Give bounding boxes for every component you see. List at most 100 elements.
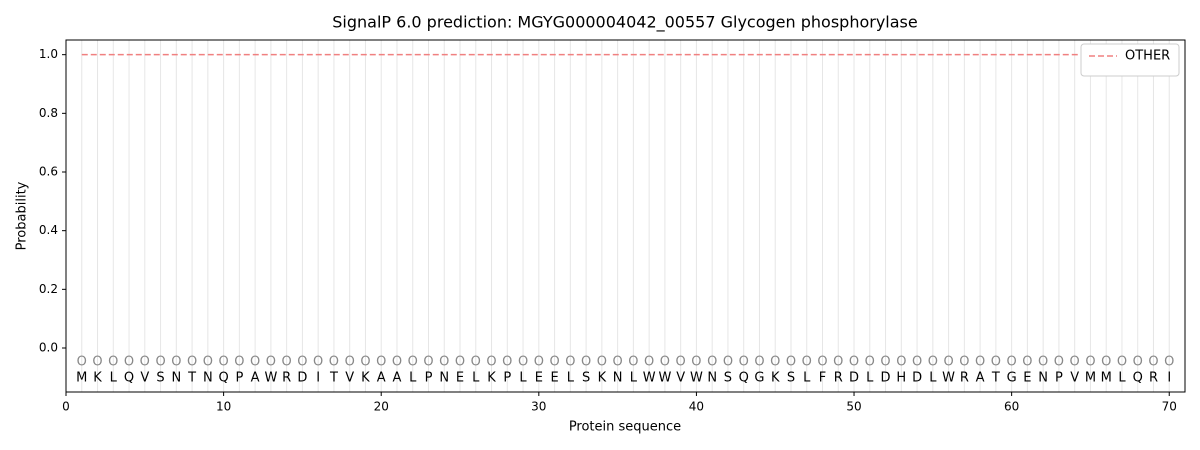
residue-label: S: [724, 371, 732, 386]
residue-label: G: [754, 371, 764, 386]
residue-label: H: [896, 371, 906, 386]
predicted-label: O: [817, 355, 827, 370]
residue-label: A: [976, 371, 985, 386]
y-tick-label: 0.0: [39, 341, 58, 355]
x-tick-label: 20: [374, 400, 389, 414]
residue-label: S: [582, 371, 590, 386]
predicted-label: O: [880, 355, 890, 370]
predicted-label: O: [518, 355, 528, 370]
residue-label: W: [658, 371, 671, 386]
residue-label: E: [456, 371, 464, 386]
predicted-label: O: [1164, 355, 1174, 370]
residue-label: Q: [124, 371, 134, 386]
predicted-label: O: [644, 355, 654, 370]
residue-label: K: [598, 371, 607, 386]
predicted-label: O: [423, 355, 433, 370]
predicted-label: O: [266, 355, 276, 370]
predicted-label: O: [392, 355, 402, 370]
predicted-label: O: [975, 355, 985, 370]
residue-label: L: [803, 371, 811, 386]
residue-label: T: [991, 371, 1000, 386]
x-tick-label: 0: [62, 400, 70, 414]
residue-label: L: [1118, 371, 1126, 386]
predicted-label: O: [912, 355, 922, 370]
predicted-label: O: [1038, 355, 1048, 370]
predicted-label: O: [124, 355, 134, 370]
plot-area: OMOKOLOQOVOSONOTONOQOPOAOWORODOIOTOVOKOA…: [39, 40, 1177, 414]
predicted-label: O: [329, 355, 339, 370]
predicted-label: O: [345, 355, 355, 370]
residue-label: D: [297, 371, 307, 386]
predicted-label: O: [360, 355, 370, 370]
residue-label: D: [881, 371, 891, 386]
x-axis-label: Protein sequence: [569, 420, 681, 435]
residue-label: V: [140, 371, 149, 386]
residue-label: W: [690, 371, 703, 386]
residue-label: Q: [1133, 371, 1143, 386]
residue-label: E: [1023, 371, 1031, 386]
predicted-label: O: [1148, 355, 1158, 370]
predicted-label: O: [770, 355, 780, 370]
predicted-label: O: [439, 355, 449, 370]
legend-label: OTHER: [1125, 49, 1170, 64]
residue-label: R: [1149, 371, 1158, 386]
predicted-label: O: [565, 355, 575, 370]
predicted-label: O: [140, 355, 150, 370]
residue-label: W: [942, 371, 955, 386]
predicted-label: O: [597, 355, 607, 370]
predicted-label: O: [691, 355, 701, 370]
predicted-label: O: [77, 355, 87, 370]
x-tick-label: 70: [1162, 400, 1177, 414]
predicted-label: O: [297, 355, 307, 370]
predicted-label: O: [928, 355, 938, 370]
predicted-label: O: [1007, 355, 1017, 370]
y-axis-label: Probability: [15, 181, 30, 250]
predicted-label: O: [534, 355, 544, 370]
residue-label: K: [771, 371, 780, 386]
residue-label: Q: [739, 371, 749, 386]
predicted-label: O: [1070, 355, 1080, 370]
predicted-label: O: [707, 355, 717, 370]
predicted-label: O: [786, 355, 796, 370]
legend-box: [1080, 43, 1180, 77]
residue-label: N: [439, 371, 449, 386]
residue-label: I: [316, 371, 320, 386]
residue-label: A: [377, 371, 386, 386]
predicted-label: O: [203, 355, 213, 370]
residue-label: W: [643, 371, 656, 386]
residue-label: A: [251, 371, 260, 386]
predicted-label: O: [171, 355, 181, 370]
predicted-label: O: [754, 355, 764, 370]
predicted-label: O: [723, 355, 733, 370]
predicted-label: O: [108, 355, 118, 370]
residue-label: N: [613, 371, 623, 386]
y-tick-label: 1.0: [39, 47, 58, 61]
predicted-label: O: [549, 355, 559, 370]
predicted-label: O: [1022, 355, 1032, 370]
y-tick-label: 0.8: [39, 106, 58, 120]
predicted-label: O: [92, 355, 102, 370]
residue-label: P: [425, 371, 433, 386]
x-tick-label: 10: [216, 400, 231, 414]
x-tick-label: 60: [1004, 400, 1019, 414]
residue-label: R: [282, 371, 291, 386]
predicted-label: O: [865, 355, 875, 370]
predicted-label: O: [959, 355, 969, 370]
predicted-label: O: [1054, 355, 1064, 370]
residue-label: L: [866, 371, 874, 386]
predicted-label: O: [896, 355, 906, 370]
residue-label: F: [819, 371, 826, 386]
residue-label: M: [1085, 371, 1096, 386]
residue-label: P: [503, 371, 511, 386]
residue-label: A: [393, 371, 402, 386]
residue-label: T: [329, 371, 338, 386]
residue-label: W: [264, 371, 277, 386]
residue-label: D: [912, 371, 922, 386]
predicted-label: O: [471, 355, 481, 370]
residue-label: G: [1007, 371, 1017, 386]
chart-title: SignalP 6.0 prediction: MGYG000004042_00…: [332, 13, 917, 33]
predicted-label: O: [376, 355, 386, 370]
residue-label: Q: [218, 371, 228, 386]
x-tick-label: 50: [846, 400, 861, 414]
residue-label: L: [519, 371, 527, 386]
